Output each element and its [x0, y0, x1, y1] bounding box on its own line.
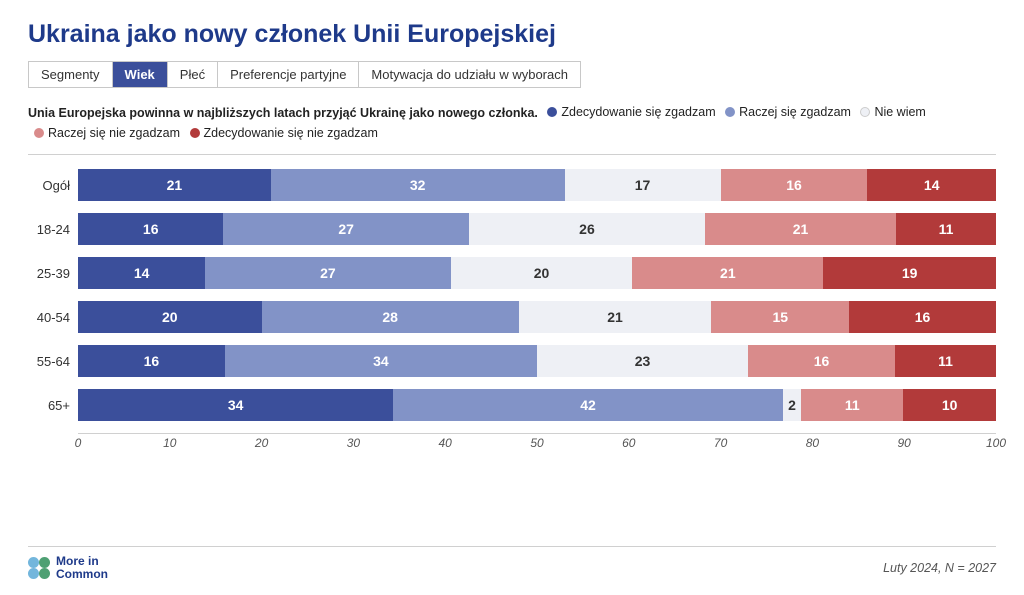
tab-wiek[interactable]: Wiek: [113, 62, 168, 87]
axis-tick: 40: [439, 436, 452, 450]
stacked-bar: 344221110: [78, 389, 996, 421]
axis-tick: 100: [986, 436, 1006, 450]
bar-segment: 27: [205, 257, 450, 289]
bar-segment: 26: [469, 213, 705, 245]
stacked-bar: 1634231611: [78, 345, 996, 377]
legend-item: Raczej się nie zgadzam: [34, 123, 180, 143]
bar-segment: 20: [78, 301, 262, 333]
bar-segment: 2: [783, 389, 802, 421]
legend-label: Raczej się nie zgadzam: [48, 123, 180, 143]
row-label: 25-39: [28, 266, 78, 281]
legend-swatch: [190, 128, 200, 138]
stacked-bar: 2028211516: [78, 301, 996, 333]
chart-row: 55-641634231611: [28, 345, 996, 377]
chart-row: 65+344221110: [28, 389, 996, 421]
stacked-bar: 1627262111: [78, 213, 996, 245]
bar-segment: 28: [262, 301, 519, 333]
chart-row: 40-542028211516: [28, 301, 996, 333]
meta-text: Luty 2024, N = 2027: [883, 561, 996, 575]
axis-tick: 0: [75, 436, 82, 450]
question-text: Unia Europejska powinna w najbliższych l…: [28, 106, 538, 120]
tab-płeć[interactable]: Płeć: [168, 62, 218, 87]
x-axis: 0102030405060708090100: [78, 433, 996, 451]
bar-segment: 14: [867, 169, 996, 201]
page-title: Ukraina jako nowy członek Unii Europejsk…: [28, 20, 996, 49]
logo: More inCommon: [28, 555, 108, 581]
axis-tick: 60: [622, 436, 635, 450]
legend-item: Nie wiem: [860, 102, 925, 122]
chart-row: 25-391427202119: [28, 257, 996, 289]
axis-tick: 50: [530, 436, 543, 450]
bar-segment: 20: [451, 257, 633, 289]
bar-segment: 32: [271, 169, 565, 201]
bar-segment: 17: [565, 169, 721, 201]
bar-segment: 10: [903, 389, 996, 421]
bar-segment: 19: [823, 257, 996, 289]
stacked-bar: 2132171614: [78, 169, 996, 201]
legend-label: Zdecydowanie się nie zgadzam: [204, 123, 378, 143]
tabs: SegmentyWiekPłećPreferencje partyjneMoty…: [28, 61, 581, 88]
legend-swatch: [725, 107, 735, 117]
bar-segment: 42: [393, 389, 782, 421]
bar-segment: 34: [225, 345, 537, 377]
tab-segmenty[interactable]: Segmenty: [29, 62, 113, 87]
bar-segment: 16: [721, 169, 868, 201]
legend-swatch: [547, 107, 557, 117]
legend: Unia Europejska powinna w najbliższych l…: [28, 102, 996, 144]
axis-tick: 80: [806, 436, 819, 450]
bar-segment: 21: [519, 301, 712, 333]
row-label: 40-54: [28, 310, 78, 325]
axis-tick: 20: [255, 436, 268, 450]
row-label: 65+: [28, 398, 78, 413]
row-label: Ogół: [28, 178, 78, 193]
legend-swatch: [860, 107, 870, 117]
bar-segment: 21: [705, 213, 896, 245]
legend-swatch: [34, 128, 44, 138]
bar-segment: 16: [78, 213, 223, 245]
chart-row: Ogół2132171614: [28, 169, 996, 201]
stacked-bar: 1427202119: [78, 257, 996, 289]
bar-segment: 27: [223, 213, 468, 245]
tab-preferencje-partyjne[interactable]: Preferencje partyjne: [218, 62, 359, 87]
footer: More inCommon Luty 2024, N = 2027: [28, 546, 996, 581]
axis-tick: 10: [163, 436, 176, 450]
row-label: 18-24: [28, 222, 78, 237]
bar-segment: 21: [632, 257, 823, 289]
axis-tick: 30: [347, 436, 360, 450]
legend-item: Raczej się zgadzam: [725, 102, 851, 122]
legend-label: Zdecydowanie się zgadzam: [561, 102, 715, 122]
bar-segment: 14: [78, 257, 205, 289]
bar-segment: 15: [711, 301, 849, 333]
axis-tick: 70: [714, 436, 727, 450]
bar-segment: 11: [801, 389, 903, 421]
bar-segment: 16: [849, 301, 996, 333]
legend-label: Nie wiem: [874, 102, 925, 122]
bar-segment: 16: [748, 345, 895, 377]
chart-row: 18-241627262111: [28, 213, 996, 245]
row-label: 55-64: [28, 354, 78, 369]
chart: Ogół213217161418-24162726211125-39142720…: [28, 154, 996, 451]
logo-text: More inCommon: [56, 555, 108, 581]
bar-segment: 16: [78, 345, 225, 377]
legend-label: Raczej się zgadzam: [739, 102, 851, 122]
tab-motywacja-do-udziału-w-wyborach[interactable]: Motywacja do udziału w wyborach: [359, 62, 580, 87]
axis-tick: 90: [898, 436, 911, 450]
logo-icon: [28, 557, 50, 579]
bar-segment: 11: [896, 213, 996, 245]
bar-segment: 11: [895, 345, 996, 377]
bar-segment: 34: [78, 389, 393, 421]
legend-item: Zdecydowanie się nie zgadzam: [190, 123, 378, 143]
bar-segment: 21: [78, 169, 271, 201]
bar-segment: 23: [537, 345, 748, 377]
legend-item: Zdecydowanie się zgadzam: [547, 102, 715, 122]
